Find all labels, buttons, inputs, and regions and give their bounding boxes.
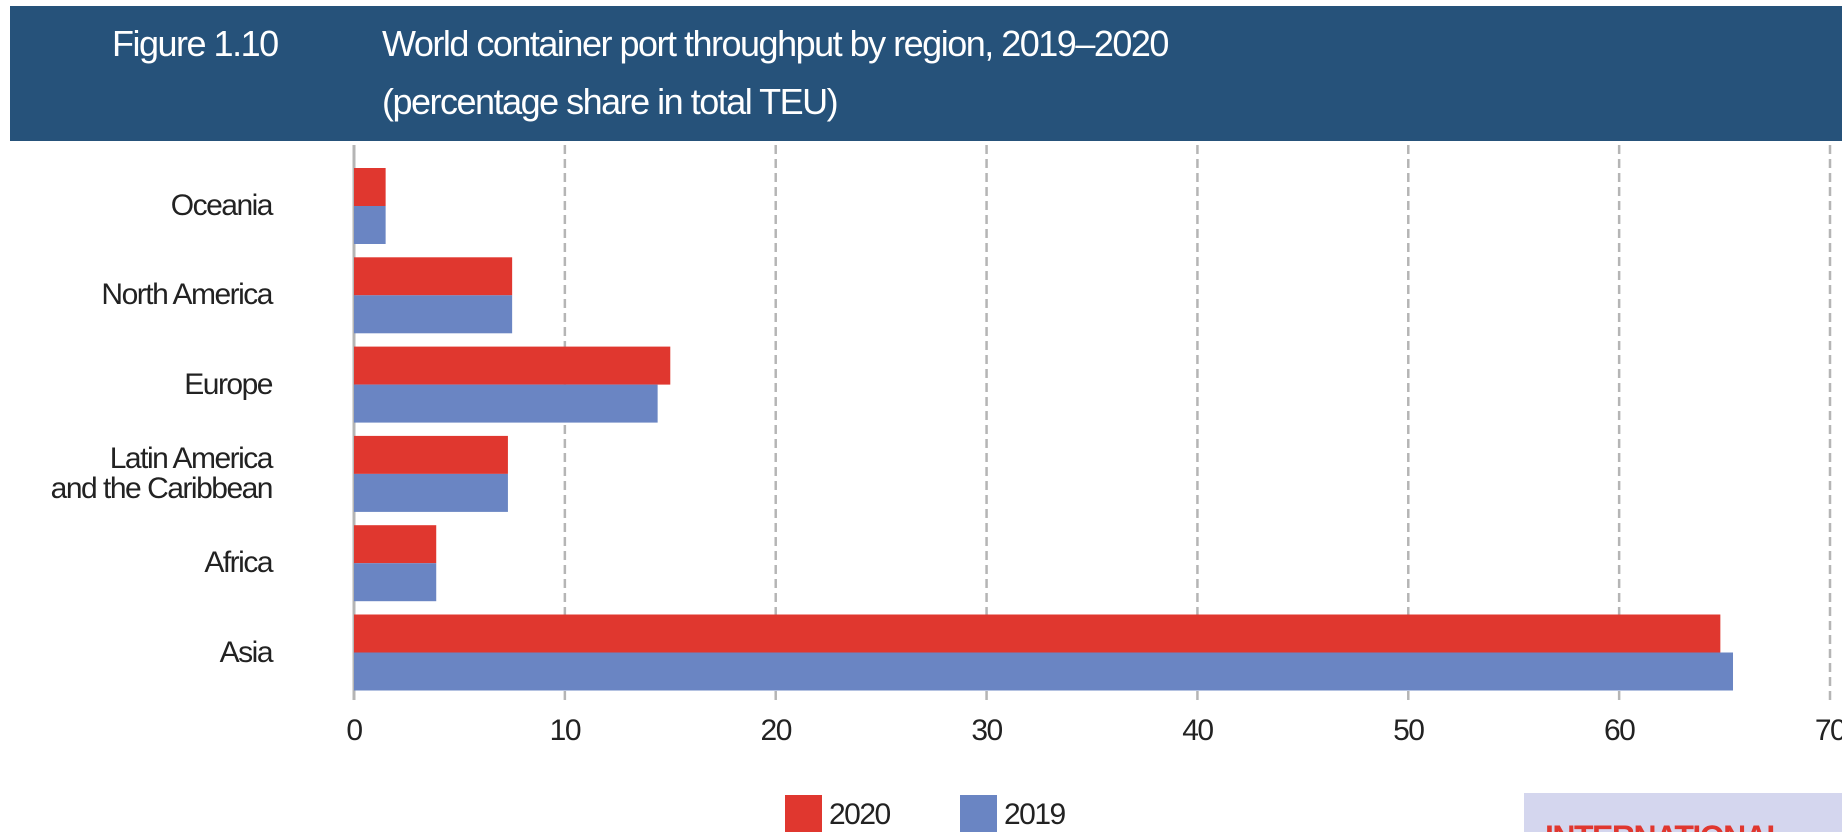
y-tick-label: North America <box>101 278 273 312</box>
y-tick-label: Africa <box>204 546 273 580</box>
y-tick-label: Oceania <box>170 189 274 222</box>
bar <box>354 206 386 244</box>
bar <box>354 257 513 296</box>
figure-label: Figure 1.10 <box>112 23 278 64</box>
chart-subtitle: (percentage share in total TEU) <box>382 81 837 122</box>
x-tick-label: 20 <box>761 714 792 747</box>
bar <box>354 295 513 334</box>
x-tick-label: 0 <box>346 714 362 747</box>
x-tick-label: 50 <box>1393 714 1424 747</box>
legend-swatch <box>960 795 997 832</box>
y-tick-label: Asia <box>219 635 274 669</box>
bar <box>354 473 508 512</box>
bar <box>354 168 386 206</box>
legend-swatch <box>785 795 822 832</box>
x-tick-label: 70 <box>1815 714 1842 747</box>
x-tick-label: 40 <box>1182 714 1213 747</box>
logo-text: INTERNATIONAL <box>1545 819 1785 832</box>
x-tick-label: 30 <box>971 714 1002 747</box>
y-tick-label: Latin America and the Caribbean <box>50 441 274 505</box>
bar <box>354 384 658 423</box>
x-tick-label: 10 <box>550 714 581 747</box>
x-tick-label: 60 <box>1604 714 1635 747</box>
legend-label: 2019 <box>1004 798 1066 831</box>
bar <box>354 652 1734 691</box>
legend-label: 2020 <box>829 798 891 831</box>
bar <box>354 614 1721 653</box>
bar <box>354 525 437 564</box>
bar <box>354 435 508 474</box>
bar <box>354 563 437 602</box>
logo-box <box>1524 793 1842 832</box>
y-tick-label: Europe <box>184 367 273 401</box>
bar <box>354 346 671 385</box>
header-band <box>10 6 1842 141</box>
chart-title: World container port throughput by regio… <box>382 23 1168 64</box>
